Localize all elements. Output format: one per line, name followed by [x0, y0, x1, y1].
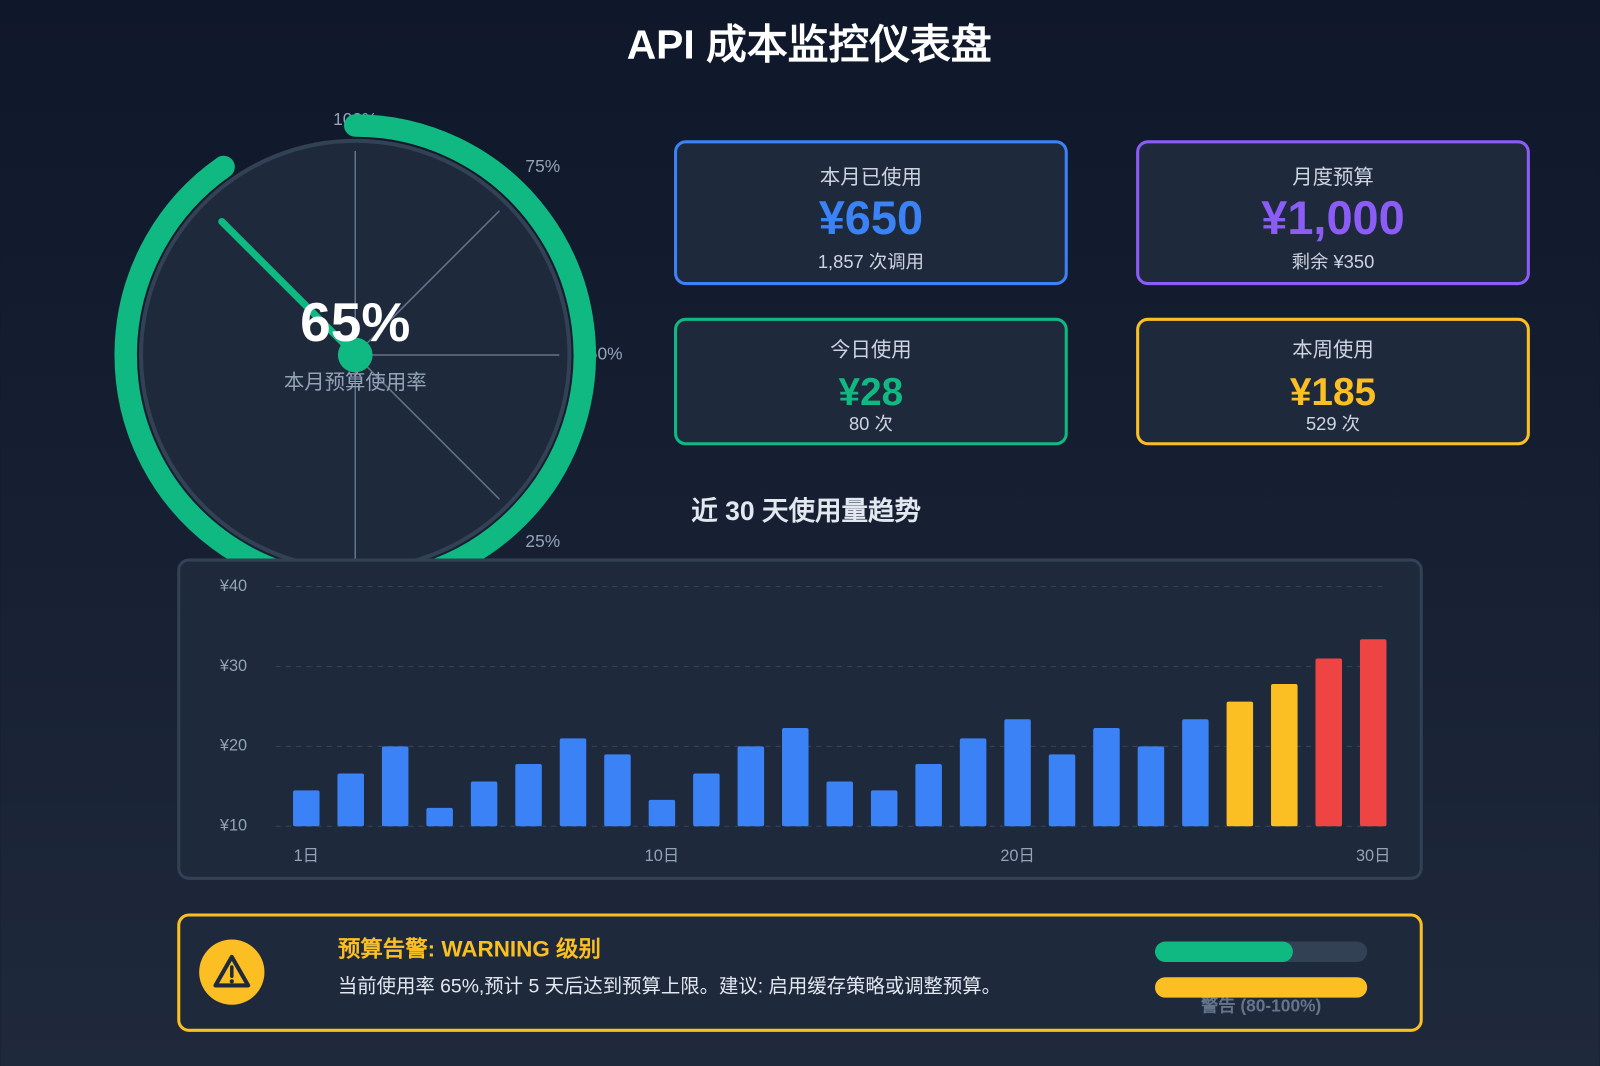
gauge-spoke — [354, 354, 501, 500]
y-tick-label: ¥10 — [219, 817, 247, 835]
warning-band — [1154, 977, 1368, 998]
gauge-tick-label: 75% — [525, 156, 560, 176]
gauge-spoke — [354, 210, 501, 356]
card-sub: 80 次 — [849, 413, 893, 434]
bar — [1048, 754, 1076, 827]
bar — [737, 746, 765, 827]
progress-legend: 警告 (80-100%) — [1200, 995, 1321, 1015]
bar — [515, 763, 542, 827]
y-tick-label: ¥40 — [219, 577, 247, 595]
stat-card — [674, 317, 1068, 446]
bar — [870, 790, 898, 827]
x-tick-label: 10日 — [645, 847, 679, 865]
gauge-value: 65% — [300, 291, 410, 353]
gauge-needle — [218, 217, 359, 359]
bar — [470, 781, 498, 827]
card-value: ¥650 — [819, 192, 923, 244]
bar — [648, 799, 676, 827]
bar — [337, 773, 364, 827]
gauge-tick-label: 25% — [525, 531, 560, 551]
bar — [826, 781, 854, 827]
card-value: ¥28 — [839, 371, 904, 414]
x-tick-label: 20日 — [1000, 847, 1034, 865]
bar — [1093, 727, 1120, 827]
card-title: 本周使用 — [1292, 338, 1374, 361]
chart-title: 近 30 天使用量趋势 — [691, 496, 921, 526]
card-title: 本月已使用 — [820, 166, 922, 189]
card-title: 今日使用 — [830, 338, 912, 361]
card-sub: 剩余 ¥350 — [1292, 251, 1375, 272]
card-sub: 1,857 次调用 — [818, 251, 924, 272]
card-value: ¥185 — [1290, 371, 1376, 414]
bar — [693, 773, 720, 827]
alert-icon — [213, 954, 251, 988]
stat-card — [1136, 140, 1530, 286]
alert-title: 预算告警: WARNING 级别 — [338, 936, 601, 962]
alert-message: 当前使用率 65%,预计 5 天后达到预算上限。建议: 启用缓存策略或调整预算。 — [338, 976, 1001, 998]
y-tick-label: ¥30 — [219, 657, 247, 675]
gauge-label: 本月预算使用率 — [284, 371, 427, 394]
gauge-tick-label: 50% — [588, 344, 623, 364]
bar — [1359, 639, 1387, 827]
bar — [559, 738, 587, 827]
bar — [1182, 719, 1209, 827]
card-title: 月度预算 — [1292, 166, 1374, 189]
progress-fill — [1154, 941, 1293, 962]
bar — [1226, 701, 1254, 827]
bar — [1315, 658, 1343, 827]
bar — [915, 763, 942, 827]
alert-box — [177, 913, 1423, 1032]
stat-card — [674, 140, 1068, 286]
alert-icon-dot — [229, 979, 234, 984]
bar — [1004, 719, 1031, 827]
bar — [1271, 684, 1298, 827]
bar — [381, 746, 409, 827]
bar — [782, 727, 809, 827]
x-tick-label: 1日 — [294, 847, 319, 865]
bar — [959, 738, 987, 827]
gauge-hub — [337, 337, 373, 373]
card-value: ¥1,000 — [1261, 192, 1404, 244]
y-tick-label: ¥20 — [219, 737, 247, 755]
bar — [426, 807, 453, 827]
page-title: API 成本监控仪表盘 — [627, 22, 992, 68]
stat-card — [1136, 317, 1530, 446]
x-tick-label: 30日 — [1356, 847, 1390, 865]
card-sub: 529 次 — [1306, 413, 1360, 434]
bar — [1137, 746, 1165, 827]
bar — [604, 754, 631, 827]
bar — [293, 790, 320, 827]
